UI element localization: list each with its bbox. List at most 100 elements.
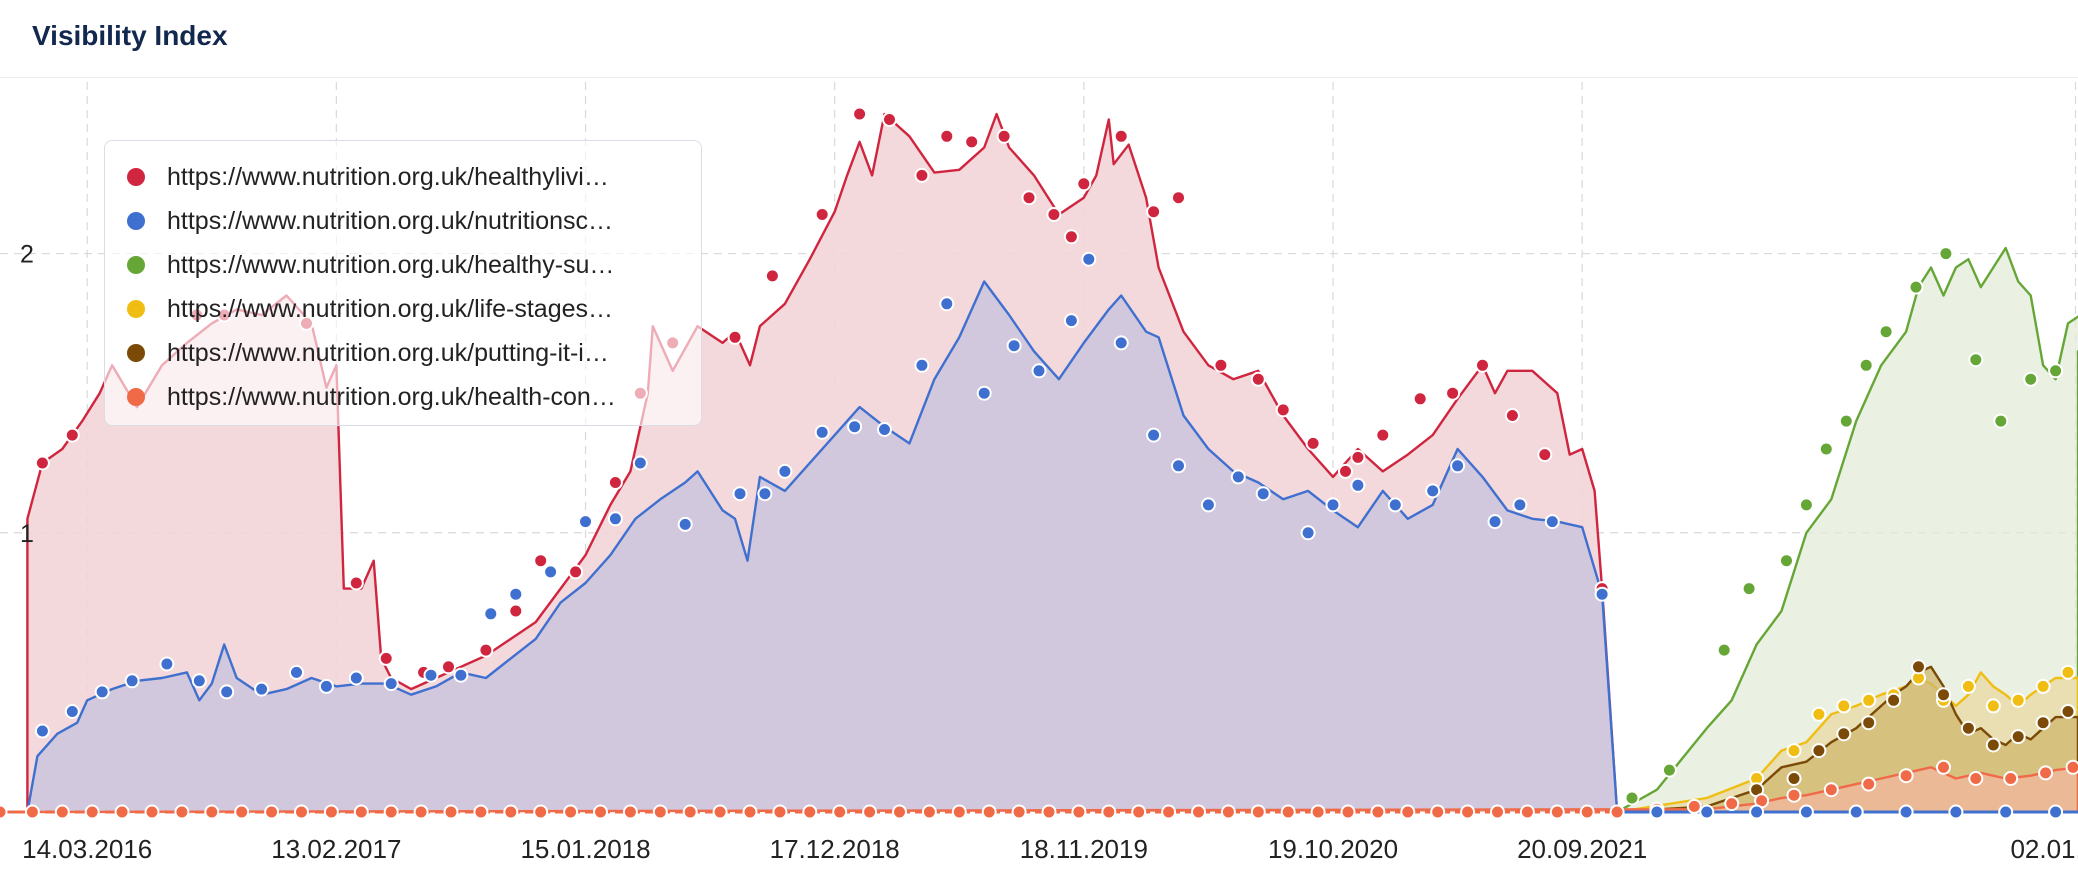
data-point[interactable] [1370,804,1386,820]
data-point[interactable] [1911,659,1926,675]
data-point[interactable] [473,804,489,820]
data-point[interactable] [1387,497,1403,513]
data-point[interactable] [1280,804,1296,820]
data-point[interactable] [348,670,364,686]
data-point[interactable] [1031,363,1047,379]
data-point[interactable] [677,516,693,532]
data-point[interactable] [772,804,788,820]
data-point[interactable] [1146,427,1162,443]
data-point[interactable] [1490,804,1505,820]
data-point[interactable] [682,804,698,820]
data-point[interactable] [2060,704,2076,719]
data-point[interactable] [1993,413,2009,429]
data-point[interactable] [1836,698,1852,714]
data-point[interactable] [124,673,140,689]
legend-item[interactable]: https://www.nutrition.org.uk/healthylivi… [105,155,701,199]
data-point[interactable] [1006,338,1022,354]
data-point[interactable] [814,207,830,222]
data-point[interactable] [1579,804,1595,820]
data-point[interactable] [1375,427,1391,443]
data-point[interactable] [1340,804,1356,820]
data-point[interactable] [652,804,668,820]
data-point[interactable] [1836,726,1852,742]
data-point[interactable] [1749,804,1765,820]
data-point[interactable] [348,575,364,591]
data-point[interactable] [1213,357,1229,373]
data-point[interactable] [914,357,930,373]
data-point[interactable] [478,642,494,658]
data-point[interactable] [1811,743,1827,759]
data-point[interactable] [94,684,110,700]
data-point[interactable] [34,455,50,471]
data-point[interactable] [607,511,623,527]
data-point[interactable] [892,804,907,820]
data-point[interactable] [1350,449,1366,465]
data-point[interactable] [1350,477,1366,493]
data-point[interactable] [378,650,394,666]
data-point[interactable] [1113,335,1129,351]
data-point[interactable] [1191,804,1206,820]
data-point[interactable] [1063,229,1079,245]
data-point[interactable] [1041,804,1057,820]
data-point[interactable] [1475,357,1490,373]
data-point[interactable] [1519,804,1535,820]
data-point[interactable] [2035,678,2051,694]
data-point[interactable] [1786,771,1802,786]
data-point[interactable] [1624,790,1640,806]
data-point[interactable] [323,804,339,820]
data-point[interactable] [1460,804,1476,820]
data-point[interactable] [533,804,549,820]
data-point[interactable] [976,385,992,401]
data-point[interactable] [1948,804,1964,820]
data-point[interactable] [847,419,863,435]
data-point[interactable] [1823,782,1839,798]
data-point[interactable] [543,564,559,580]
data-point[interactable] [1985,737,2001,753]
data-point[interactable] [191,673,207,689]
data-point[interactable] [2038,765,2054,781]
data-point[interactable] [981,804,997,820]
data-point[interactable] [413,804,429,820]
data-point[interactable] [1200,497,1216,513]
data-point[interactable] [607,475,623,490]
data-point[interactable] [1968,352,1984,368]
data-point[interactable] [832,804,848,820]
data-point[interactable] [84,804,100,820]
visibility-chart[interactable]: 1 2 14.03.2016 13.02.2017 15.01.2018 17.12.20… [0,78,2078,880]
data-point[interactable] [712,804,728,820]
data-point[interactable] [2065,759,2078,775]
data-point[interactable] [1021,190,1037,206]
data-point[interactable] [727,329,743,345]
data-point[interactable] [764,268,780,284]
data-point[interactable] [64,704,80,719]
data-point[interactable] [1310,804,1326,820]
data-point[interactable] [1425,483,1441,499]
data-point[interactable] [264,804,280,820]
data-point[interactable] [1938,246,1954,262]
data-point[interactable] [1878,324,1894,340]
data-point[interactable] [1838,413,1854,429]
data-point[interactable] [578,514,593,530]
data-point[interactable] [483,606,499,622]
data-point[interactable] [234,804,250,820]
data-point[interactable] [1450,458,1466,474]
data-point[interactable] [1537,447,1553,463]
data-point[interactable] [2010,729,2026,745]
data-point[interactable] [757,486,773,502]
chart-legend[interactable]: https://www.nutrition.org.uk/healthylivi… [104,140,702,426]
data-point[interactable] [54,804,70,820]
data-point[interactable] [1275,402,1291,418]
data-point[interactable] [1818,441,1834,457]
data-point[interactable] [1430,804,1446,820]
data-point[interactable] [318,678,334,694]
data-point[interactable] [64,427,80,443]
data-point[interactable] [1487,514,1503,530]
data-point[interactable] [1011,804,1027,820]
data-point[interactable] [1779,553,1794,569]
data-point[interactable] [1786,787,1802,803]
legend-item[interactable]: https://www.nutrition.org.uk/life-stages… [105,287,701,331]
data-point[interactable] [1960,720,1976,736]
data-point[interactable] [593,804,608,820]
data-point[interactable] [1985,698,2001,714]
data-point[interactable] [1171,190,1186,206]
